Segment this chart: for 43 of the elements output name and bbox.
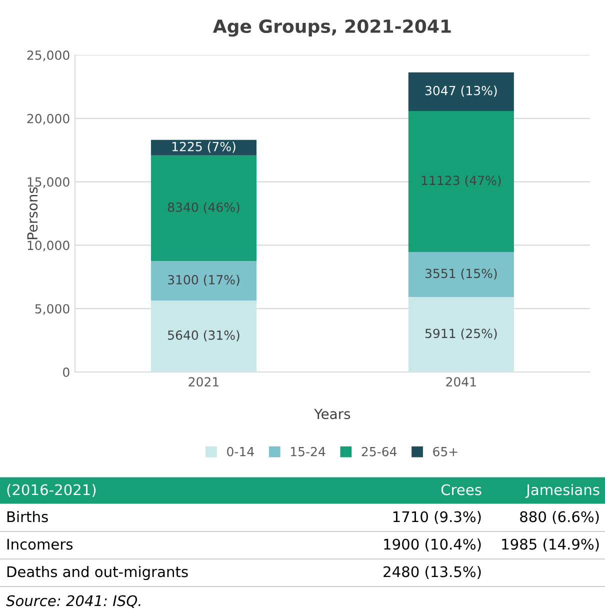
data-label: 3047 (13%) xyxy=(425,86,497,97)
y-tick-label: 20,000 xyxy=(27,114,70,125)
text: 880 (6.6%) xyxy=(520,510,599,524)
y-axis-title: Persons xyxy=(27,187,38,240)
x-tick-label: 2021 xyxy=(188,377,218,387)
legend-label: 0-14 xyxy=(227,446,254,456)
chart-title: Age Groups, 2021-2041 xyxy=(212,19,451,37)
source-note: Source: 2041: ISQ. xyxy=(6,595,140,608)
category-label: Crees xyxy=(441,484,482,496)
data-label: 8340 (46%) xyxy=(168,202,240,214)
bar xyxy=(150,155,257,262)
legend-label: 15-24 xyxy=(290,446,326,456)
bar xyxy=(150,300,257,372)
text: 1985 (14.9%) xyxy=(502,538,599,552)
text: 1900 (10.4%) xyxy=(384,538,481,552)
category-label: Births xyxy=(7,510,48,522)
bar xyxy=(408,72,514,111)
bar xyxy=(408,297,514,372)
bar xyxy=(150,261,257,300)
category-label: Incomers xyxy=(7,538,73,550)
data-label: 1225 (7%) xyxy=(172,142,236,153)
category-label: Deaths and out-migrants xyxy=(7,566,188,580)
bar xyxy=(408,110,514,252)
bar xyxy=(408,252,514,298)
data-label: 5640 (31%) xyxy=(168,330,240,342)
legend-label: 65+ xyxy=(433,446,458,456)
y-tick-label: 10,000 xyxy=(28,240,70,252)
data-label: 5911 (25%) xyxy=(425,328,497,340)
y-tick-label: 15,000 xyxy=(28,177,70,188)
bar xyxy=(150,140,257,156)
legend-label: 25-64 xyxy=(362,446,397,456)
text: (2016-2021) xyxy=(7,484,96,497)
text: 2480 (13.5%) xyxy=(384,566,481,579)
x-tick-label: 2041 xyxy=(446,377,476,387)
y-tick-label: 25,000 xyxy=(27,50,70,62)
y-tick-label: 5,000 xyxy=(35,304,70,315)
y-tick-label: 0 xyxy=(63,367,70,377)
data-label: 3100 (17%) xyxy=(168,274,240,286)
category-label: Jamesians xyxy=(525,484,600,498)
text: 1710 (9.3%) xyxy=(393,510,481,524)
x-axis-title: Years xyxy=(314,408,350,420)
data-label: 11123 (47%) xyxy=(422,175,501,187)
data-label: 3551 (15%) xyxy=(425,268,497,280)
